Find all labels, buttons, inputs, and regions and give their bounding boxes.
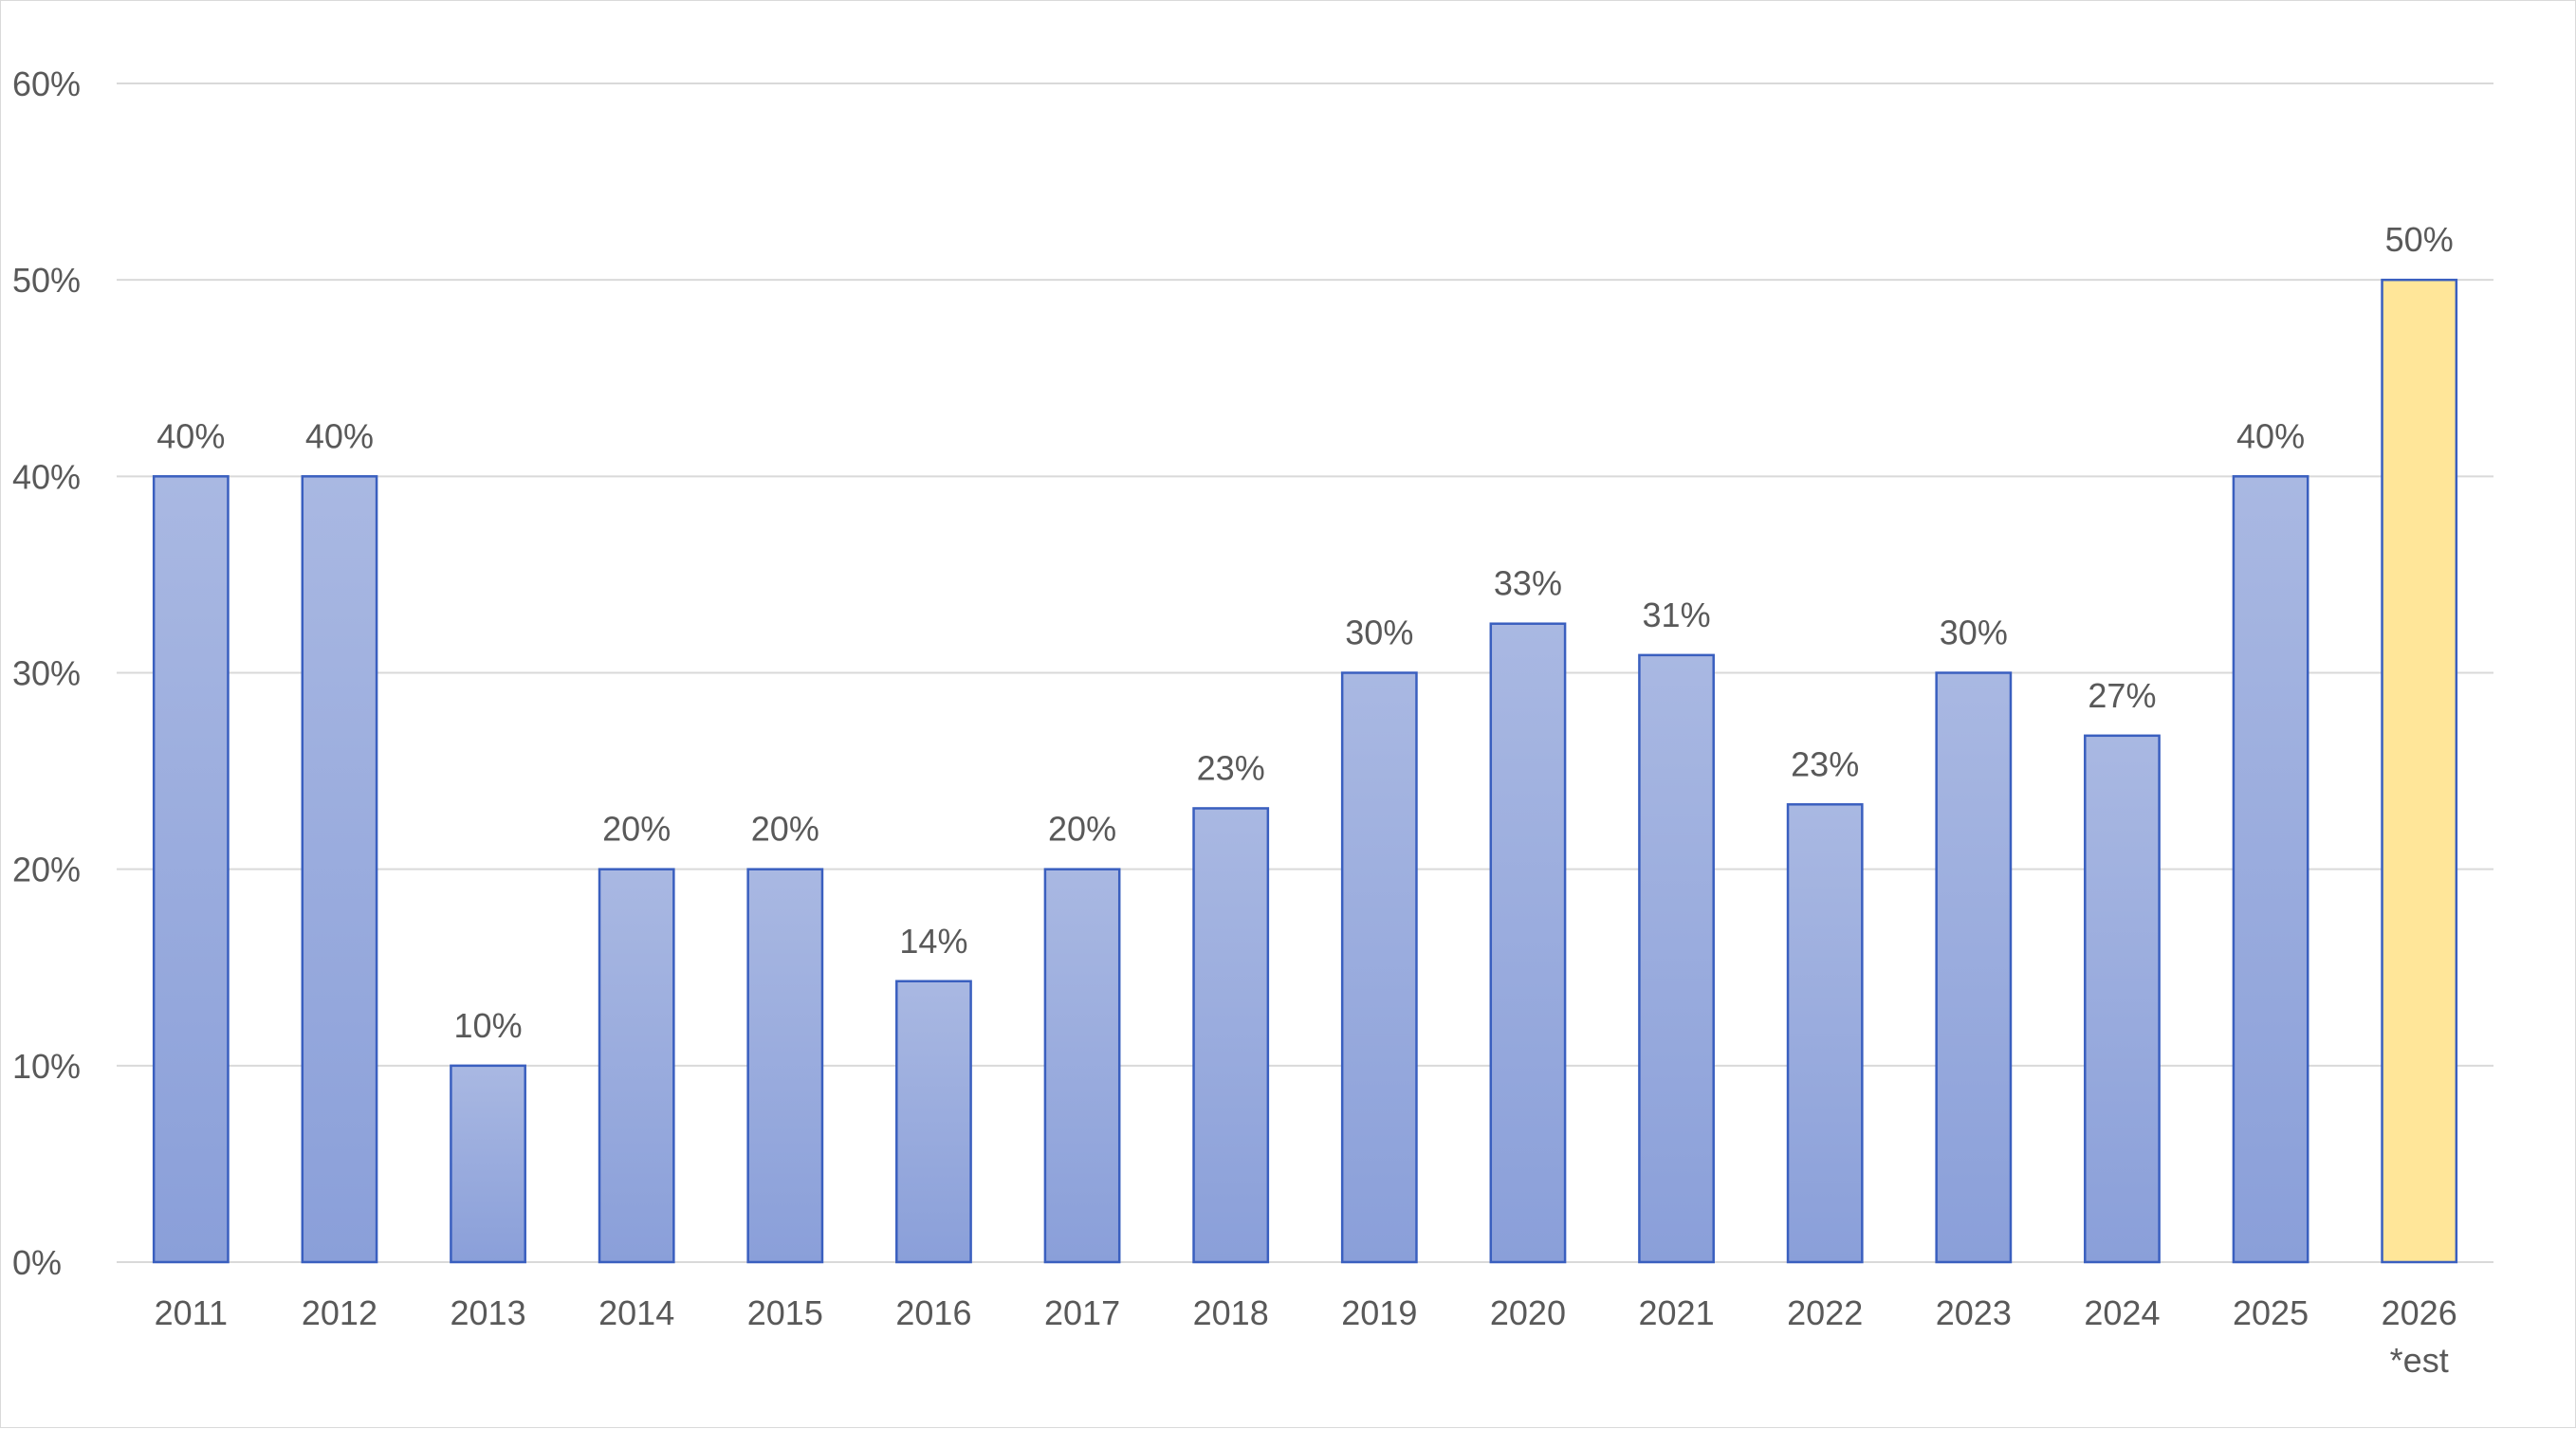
y-axis-tick-labels: 0% 10% 20% 30% 40% 50% 60% — [12, 64, 81, 1282]
data-label: 27% — [2088, 676, 2156, 715]
bars — [152, 278, 2458, 1264]
x-axis-category-labels: 2011 2012 2013 2014 2015 2016 2017 2018 2019 2020… — [155, 1293, 2457, 1380]
bar — [1340, 671, 1418, 1264]
data-label: 20% — [751, 810, 819, 849]
data-label: 31% — [1643, 595, 1711, 634]
y-tick-label: 40% — [12, 457, 81, 496]
x-category-label: 2018 — [1193, 1293, 1269, 1332]
y-tick-label: 20% — [12, 851, 81, 889]
bar — [450, 1064, 526, 1264]
y-tick-label: 60% — [12, 64, 81, 103]
data-label: 20% — [1048, 810, 1116, 849]
data-label: 23% — [1791, 744, 1859, 783]
data-label: 50% — [2385, 220, 2454, 259]
y-tick-label: 10% — [12, 1047, 81, 1086]
x-category-label: 2017 — [1044, 1293, 1120, 1332]
bar — [1192, 807, 1270, 1264]
bar — [1043, 868, 1121, 1264]
x-category-sublabel: *est — [2390, 1341, 2449, 1380]
bar — [895, 980, 972, 1264]
x-category-label: 2023 — [1936, 1293, 2012, 1332]
bar — [1489, 622, 1567, 1264]
data-labels: 40% 40% 10% 20% 20% 14% 20% 23% 30% 33% 31% 23% 30% 2… — [156, 220, 2453, 1045]
x-category-label: 2021 — [1639, 1293, 1715, 1332]
data-label: 40% — [305, 416, 374, 455]
x-category-label: 2019 — [1341, 1293, 1417, 1332]
x-category-label: 2012 — [302, 1293, 377, 1332]
bar — [598, 868, 675, 1264]
data-label: 23% — [1197, 748, 1265, 787]
bar-estimate — [2381, 278, 2458, 1264]
bar — [2232, 475, 2309, 1264]
bar — [152, 475, 230, 1264]
bar — [1638, 653, 1715, 1264]
x-category-label: 2016 — [895, 1293, 971, 1332]
bar — [1935, 671, 2013, 1264]
x-category-label: 2014 — [598, 1293, 674, 1332]
x-category-label: 2013 — [451, 1293, 526, 1332]
data-label: 40% — [2236, 416, 2305, 455]
data-label: 40% — [156, 416, 225, 455]
y-tick-label: 50% — [12, 261, 81, 300]
data-label: 33% — [1494, 564, 1562, 603]
y-tick-label: 30% — [12, 654, 81, 693]
x-category-label: 2011 — [155, 1293, 228, 1332]
x-category-label: 2026 — [2382, 1293, 2457, 1332]
x-category-label: 2015 — [747, 1293, 823, 1332]
data-label: 30% — [1940, 614, 2008, 652]
bar — [2084, 734, 2161, 1264]
x-category-label: 2025 — [2233, 1293, 2309, 1332]
x-category-label: 2024 — [2084, 1293, 2160, 1332]
data-label: 30% — [1345, 614, 1413, 652]
data-label: 20% — [602, 810, 671, 849]
data-label: 14% — [899, 922, 967, 961]
x-category-label: 2022 — [1787, 1293, 1863, 1332]
bar — [301, 475, 378, 1264]
data-label: 10% — [454, 1006, 523, 1045]
bar — [746, 868, 824, 1264]
y-tick-label: 0% — [12, 1243, 62, 1282]
x-category-label: 2020 — [1490, 1293, 1566, 1332]
bar — [1786, 803, 1864, 1264]
